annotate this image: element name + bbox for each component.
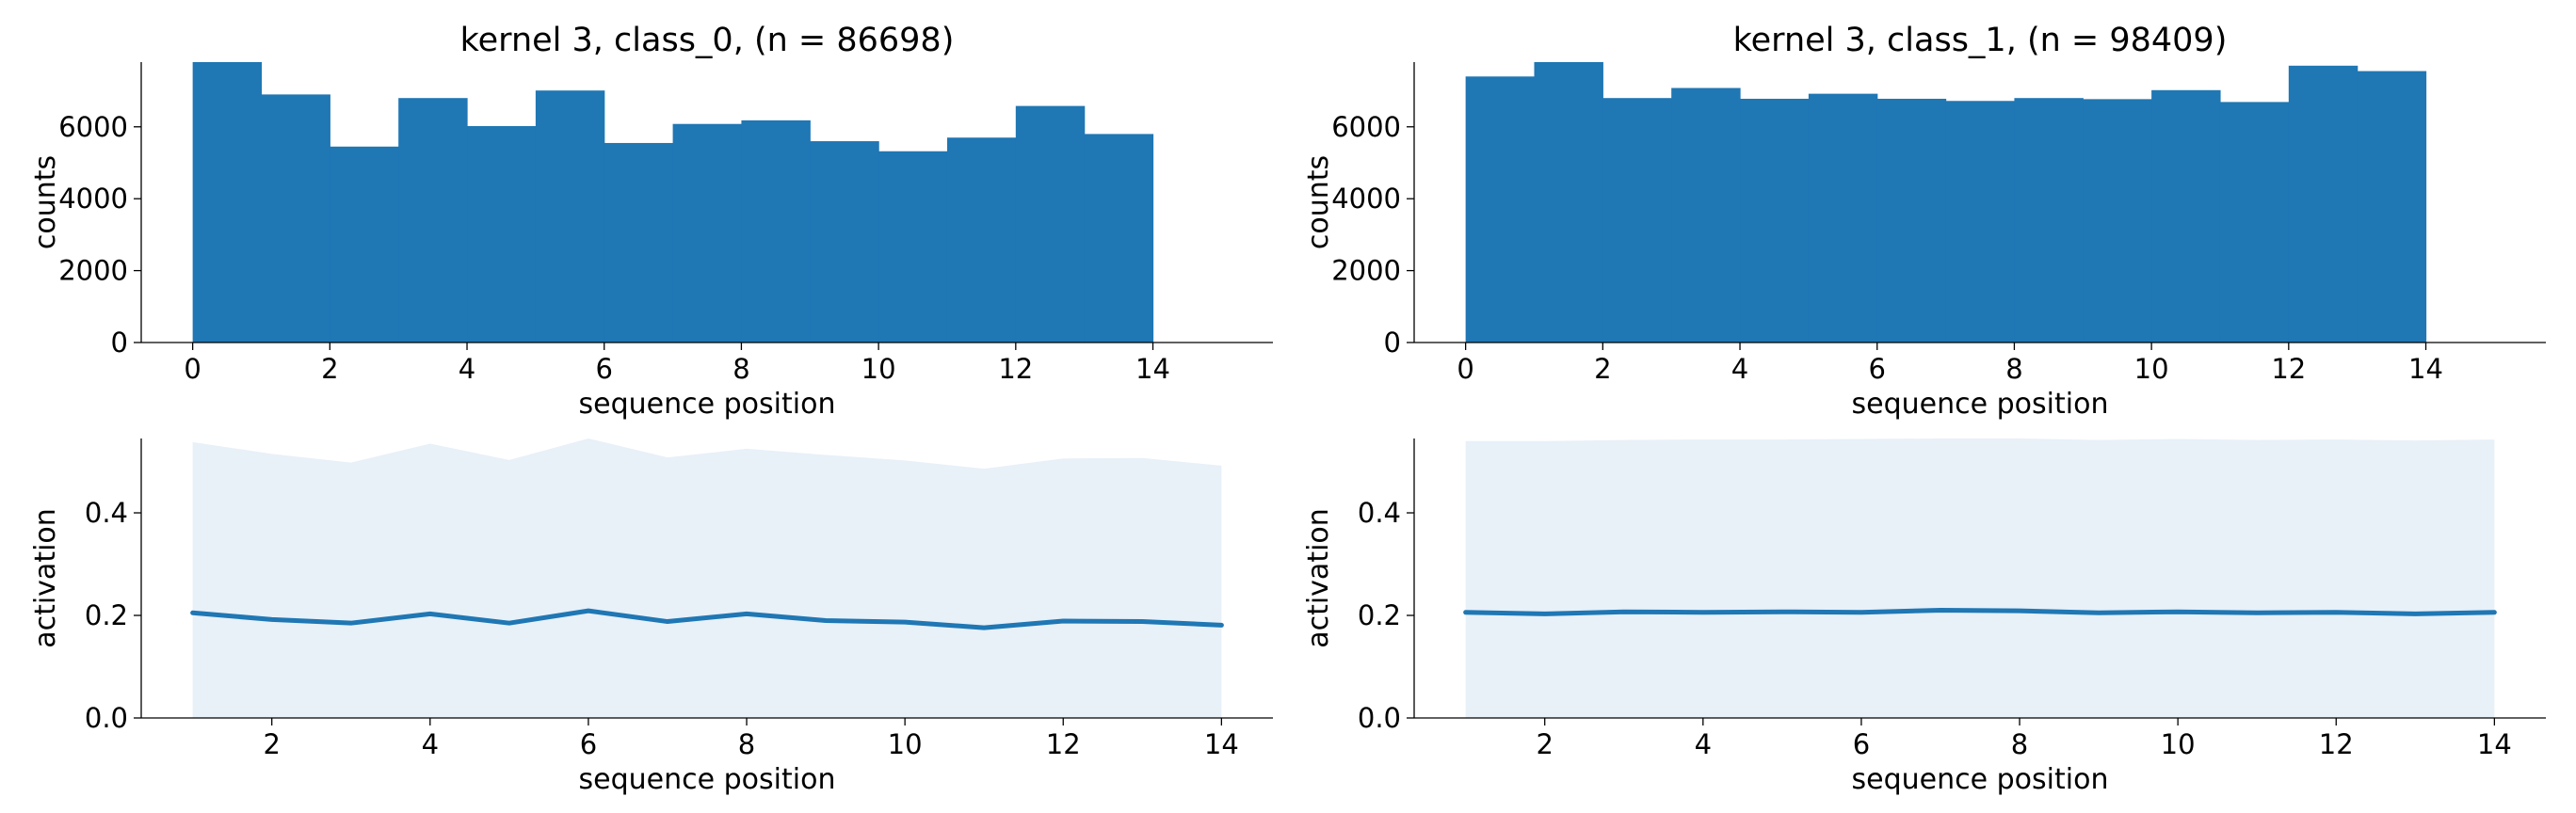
x-tick-label: 10 xyxy=(861,353,896,385)
y-tick-label: 0 xyxy=(111,327,128,359)
y-tick-label: 0 xyxy=(1384,327,1401,359)
bar-bin-12 xyxy=(1015,105,1086,343)
x-tick-label: 2 xyxy=(263,728,280,760)
x-tick-label: 4 xyxy=(422,728,439,760)
bar-bin-7 xyxy=(672,123,743,343)
bar-bin-8 xyxy=(741,120,811,343)
activation-line xyxy=(190,608,1224,630)
x-tick-label: 12 xyxy=(2319,728,2354,760)
y-tick-label: 2000 xyxy=(1331,255,1401,287)
activation-line xyxy=(1463,608,2497,616)
activation-band xyxy=(1465,438,2495,718)
bar-bin-6 xyxy=(1876,98,1947,343)
x-tick-label: 2 xyxy=(1536,728,1553,760)
bar-bin-3 xyxy=(1671,88,1741,343)
bar-bin-11 xyxy=(2219,102,2290,343)
y-axis-label: activation xyxy=(1302,508,1335,648)
x-tick-label: 0 xyxy=(184,353,201,385)
y-tick-label: 0.2 xyxy=(1358,599,1401,631)
activation-plot-class-0: 2 4 6 8 10 12 14 0.0 0.2 0.4 sequence position acti… xyxy=(29,438,1273,796)
bar-bin-5 xyxy=(535,90,605,343)
x-tick-label: 12 xyxy=(998,353,1033,385)
bar-bin-6 xyxy=(604,142,674,343)
bar-bin-5 xyxy=(1808,93,1878,343)
bar-bin-11 xyxy=(946,137,1017,343)
y-tick-label: 0.4 xyxy=(1358,497,1401,529)
y-tick-label: 4000 xyxy=(58,183,128,215)
bar-bin-3 xyxy=(398,98,468,343)
x-tick-label: 10 xyxy=(2161,728,2196,760)
bar-bin-12 xyxy=(2288,65,2359,343)
bar-bin-4 xyxy=(1740,98,1810,343)
y-tick-label: 4000 xyxy=(1331,183,1401,215)
y-axis-label: activation xyxy=(29,508,62,648)
bar-bin-1 xyxy=(1534,62,1603,343)
bar-bin-8 xyxy=(2014,98,2084,343)
histogram-class-1: 0 2 4 6 8 10 12 14 0 2000 4000 6000 sequence positio… xyxy=(1302,22,2546,421)
y-tick-label: 2000 xyxy=(58,255,128,287)
bar-bin-9 xyxy=(2083,99,2152,343)
y-axis-label: counts xyxy=(1302,155,1335,249)
x-tick-label: 6 xyxy=(580,728,597,760)
activation-plot-class-1: 2 4 6 8 10 12 14 0.0 0.2 0.4 sequence position acti… xyxy=(1302,438,2546,796)
y-tick-label: 0.2 xyxy=(85,599,128,631)
x-tick-label: 8 xyxy=(738,728,755,760)
x-tick-label: 14 xyxy=(1204,728,1239,760)
bar-bin-1 xyxy=(261,94,330,343)
x-axis-label: sequence position xyxy=(1852,388,2109,421)
bar-bin-13 xyxy=(2357,71,2427,343)
bar-bin-2 xyxy=(330,146,399,343)
y-axis-label: counts xyxy=(29,155,62,249)
x-tick-label: 12 xyxy=(1046,728,1081,760)
x-tick-label: 4 xyxy=(1695,728,1712,760)
bar-bin-10 xyxy=(878,151,948,343)
x-tick-label: 2 xyxy=(321,353,338,385)
x-tick-label: 14 xyxy=(2477,728,2512,760)
y-tick-label: 6000 xyxy=(58,111,128,143)
x-tick-label: 10 xyxy=(2134,353,2169,385)
x-tick-label: 8 xyxy=(2005,353,2022,385)
x-tick-label: 14 xyxy=(1135,353,1170,385)
bar-bin-0 xyxy=(1465,76,1536,343)
y-tick-label: 0.0 xyxy=(1358,702,1401,734)
x-tick-label: 8 xyxy=(2011,728,2028,760)
y-tick-label: 0.0 xyxy=(85,702,128,734)
bar-bin-0 xyxy=(192,62,263,343)
activation-band xyxy=(192,438,1222,718)
x-tick-label: 12 xyxy=(2271,353,2306,385)
x-tick-label: 6 xyxy=(1853,728,1870,760)
x-tick-label: 14 xyxy=(2408,353,2443,385)
x-tick-label: 8 xyxy=(733,353,749,385)
x-tick-label: 0 xyxy=(1457,353,1473,385)
bar-bin-13 xyxy=(1084,134,1154,343)
x-tick-label: 4 xyxy=(1731,353,1748,385)
chart-title: kernel 3, class_0, (n = 86698) xyxy=(460,22,955,59)
bar-bin-9 xyxy=(810,141,879,343)
x-tick-label: 2 xyxy=(1594,353,1611,385)
x-tick-label: 10 xyxy=(888,728,923,760)
x-tick-label: 6 xyxy=(1869,353,1886,385)
x-tick-label: 4 xyxy=(459,353,475,385)
y-tick-label: 0.4 xyxy=(85,497,128,529)
x-axis-label: sequence position xyxy=(579,763,836,796)
bar-bin-4 xyxy=(467,126,537,343)
bar-bin-2 xyxy=(1602,98,1672,343)
bar-bin-7 xyxy=(1945,101,2016,343)
x-tick-label: 6 xyxy=(596,353,613,385)
chart-title: kernel 3, class_1, (n = 98409) xyxy=(1733,22,2228,59)
histogram-class-0: 0 2 4 6 8 10 12 14 0 2000 4000 6000 sequence positio… xyxy=(29,22,1273,421)
x-axis-label: sequence position xyxy=(1852,763,2109,796)
bar-bin-10 xyxy=(2151,89,2221,343)
x-axis-label: sequence position xyxy=(579,388,836,421)
y-tick-label: 6000 xyxy=(1331,111,1401,143)
